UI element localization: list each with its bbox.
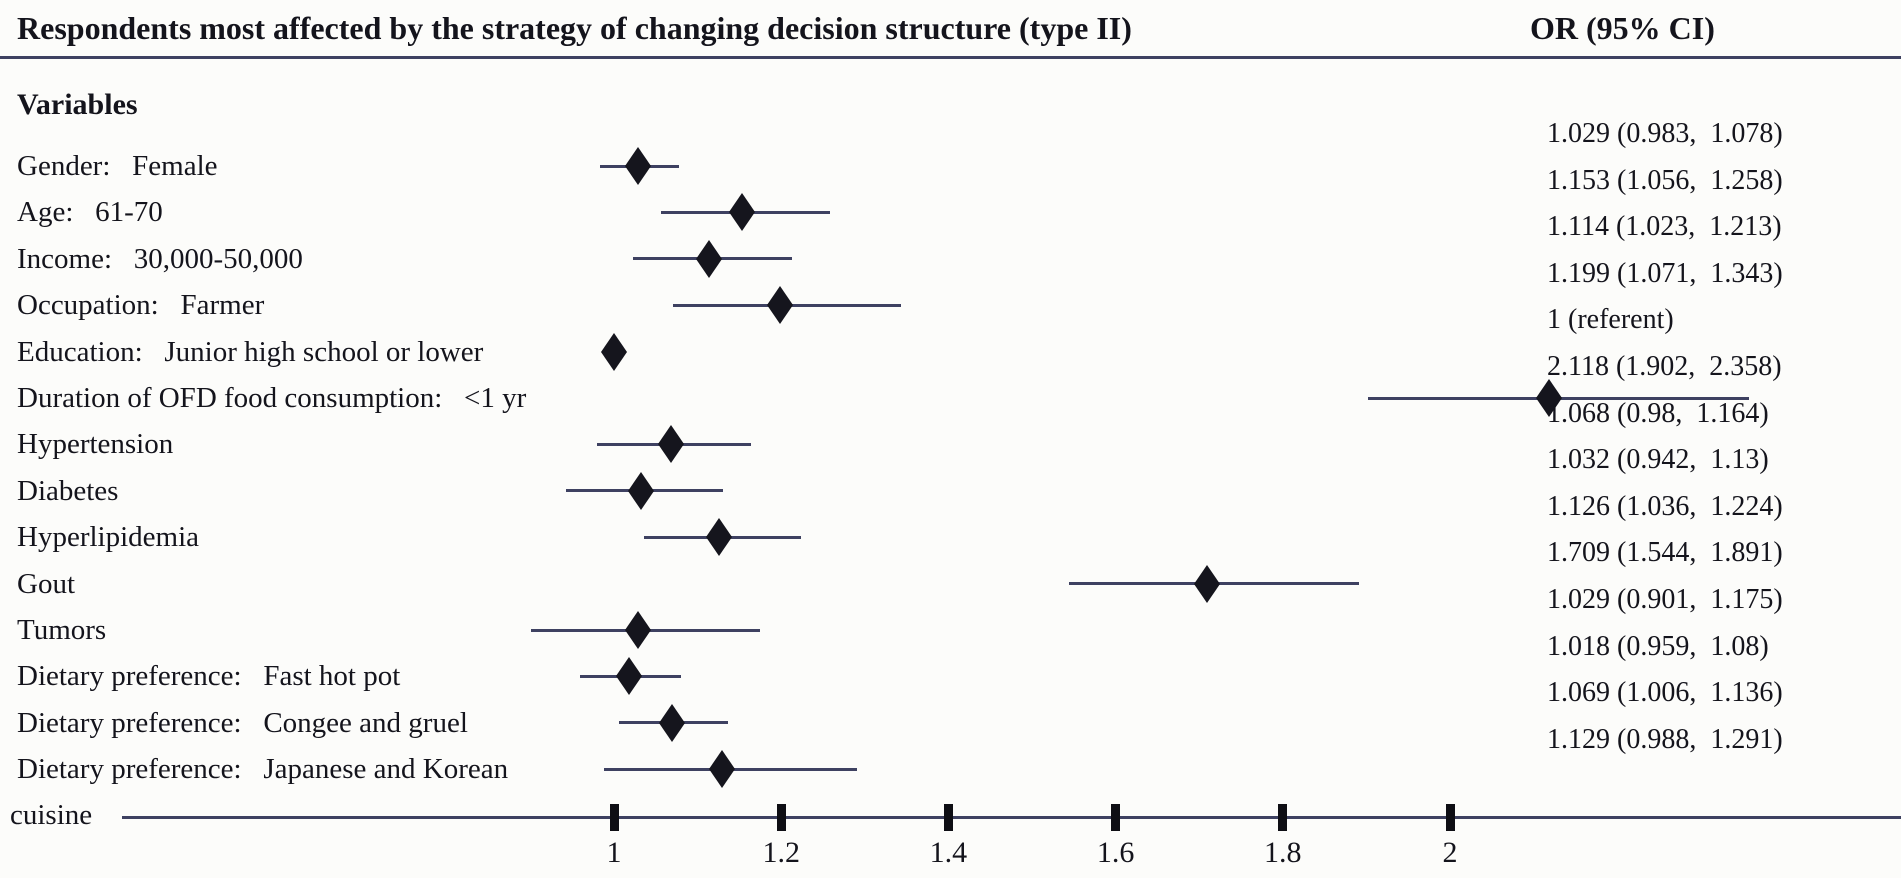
axis-tick-label: 1 xyxy=(606,836,622,869)
diamond-icon xyxy=(728,193,755,232)
row-label: Hypertension xyxy=(17,428,174,461)
diamond-icon xyxy=(625,147,652,185)
or-value: 1.029 (0.983, 1.078) xyxy=(1547,118,1783,149)
diamond-icon xyxy=(706,518,733,557)
diamond-icon xyxy=(625,611,652,649)
or-diamond-marker xyxy=(657,703,687,743)
or-diamond-marker xyxy=(707,749,737,789)
axis-tick xyxy=(943,804,953,831)
row-label: Dietary preference: Japanese and Korean xyxy=(17,753,509,786)
or-value: 1.018 (0.959, 1.08) xyxy=(1547,630,1769,662)
row-label: Occupation: Farmer xyxy=(17,289,265,322)
or-diamond-marker xyxy=(656,424,686,464)
axis-tick xyxy=(1278,804,1288,831)
or-value: 1.126 (1.036, 1.224) xyxy=(1547,490,1783,522)
or-column-header: OR (95% CI) xyxy=(1530,10,1715,46)
or-value: 1.029 (0.901, 1.175) xyxy=(1547,584,1783,615)
diamond-icon xyxy=(658,703,685,742)
diamond-icon xyxy=(1193,564,1220,603)
or-diamond-marker xyxy=(599,332,629,372)
diamond-icon xyxy=(616,657,643,696)
axis-tick-label: 2 xyxy=(1442,836,1458,869)
or-diamond-marker xyxy=(704,517,734,557)
x-axis-line xyxy=(122,816,1901,819)
or-diamond-marker xyxy=(694,239,724,279)
or-diamond-marker xyxy=(1192,564,1222,604)
row-label: Tumors xyxy=(17,614,107,646)
or-diamond-marker xyxy=(727,192,757,232)
axis-tick-label: 1.8 xyxy=(1264,836,1302,869)
or-value: 1.199 (1.071, 1.343) xyxy=(1547,257,1783,289)
or-value: 1.709 (1.544, 1.891) xyxy=(1547,537,1783,569)
diamond-icon xyxy=(657,425,684,464)
or-diamond-marker xyxy=(626,471,656,511)
row-label: Age: 61-70 xyxy=(17,196,163,229)
variables-heading: Variables xyxy=(17,88,138,121)
or-diamond-marker xyxy=(623,146,653,186)
axis-tick xyxy=(776,804,786,831)
or-value: 1 (referent) xyxy=(1547,304,1674,336)
axis-tick xyxy=(1111,804,1121,831)
row-label-overflow: cuisine xyxy=(10,799,93,831)
row-label: Diabetes xyxy=(17,474,119,507)
row-label: Duration of OFD food consumption: <1 yr xyxy=(17,382,527,414)
or-diamond-marker xyxy=(623,610,653,650)
row-label: Income: 30,000-50,000 xyxy=(17,242,303,275)
diamond-icon xyxy=(627,471,654,510)
row-label: Education: Junior high school or lower xyxy=(17,335,484,368)
or-value: 1.068 (0.98, 1.164) xyxy=(1547,397,1769,429)
diamond-icon xyxy=(601,332,627,371)
or-value: 1.069 (1.006, 1.136) xyxy=(1547,677,1783,709)
row-label: Dietary preference: Fast hot pot xyxy=(17,660,401,693)
row-label: Dietary preference: Congee and gruel xyxy=(17,706,468,739)
axis-tick-label: 1.6 xyxy=(1096,836,1135,869)
header-divider-line xyxy=(0,56,1901,59)
diamond-icon xyxy=(767,286,794,325)
diamond-icon xyxy=(696,239,723,278)
row-label: Gender: Female xyxy=(17,150,218,182)
or-diamond-marker xyxy=(765,285,795,325)
axis-tick xyxy=(1445,804,1455,831)
axis-tick-label: 1.4 xyxy=(929,836,968,869)
axis-tick-label: 1.2 xyxy=(762,836,800,869)
row-label: Hyperlipidemia xyxy=(17,521,200,554)
chart-title: Respondents most affected by the strateg… xyxy=(17,10,1132,46)
or-value: 2.118 (1.902, 2.358) xyxy=(1547,351,1782,382)
or-value: 1.114 (1.023, 1.213) xyxy=(1547,211,1782,243)
or-value: 1.129 (0.988, 1.291) xyxy=(1547,723,1783,755)
row-label: Gout xyxy=(17,567,75,600)
or-value: 1.153 (1.056, 1.258) xyxy=(1547,164,1783,196)
diamond-icon xyxy=(708,750,735,789)
or-diamond-marker xyxy=(614,656,644,696)
or-value: 1.032 (0.942, 1.13) xyxy=(1547,444,1769,476)
axis-tick xyxy=(609,804,619,831)
or-diamond-marker xyxy=(1534,378,1564,418)
diamond-icon xyxy=(1535,379,1562,417)
